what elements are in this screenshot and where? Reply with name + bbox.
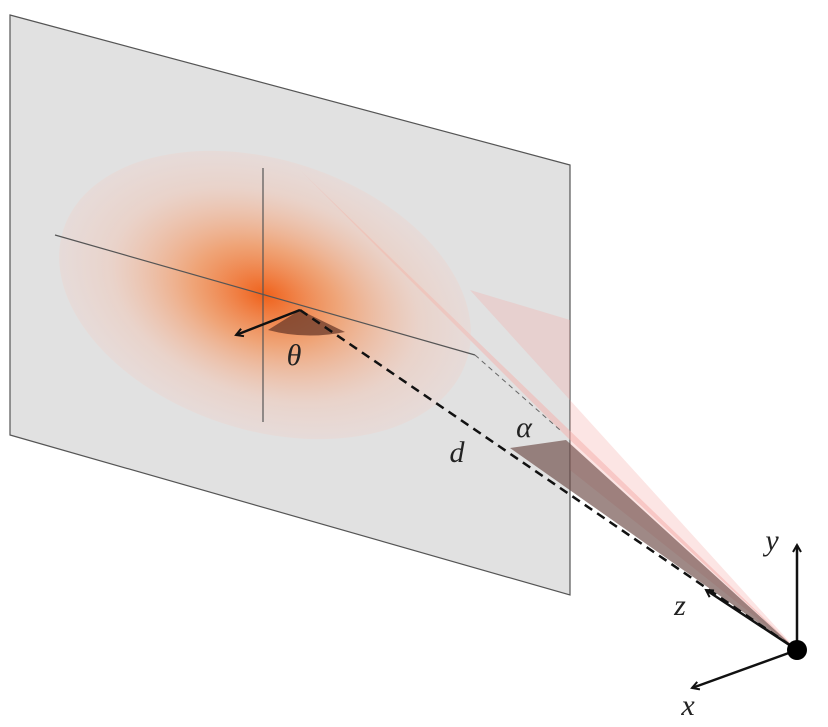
theta-label: θ [287, 339, 302, 372]
alpha-label: α [516, 411, 533, 444]
z-axis-label: z [673, 589, 686, 622]
diagram: θ d α y z x [0, 0, 828, 727]
z-axis-arrow [706, 590, 797, 650]
x-axis-label: x [680, 689, 695, 722]
distance-label: d [450, 436, 466, 469]
light-source [787, 640, 807, 660]
y-axis-label: y [762, 524, 779, 557]
x-axis-arrow [692, 650, 797, 688]
